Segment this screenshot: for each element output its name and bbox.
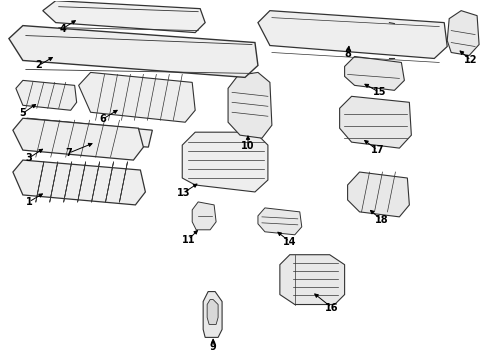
Polygon shape	[182, 132, 267, 192]
Polygon shape	[23, 118, 152, 147]
Polygon shape	[447, 11, 478, 55]
Polygon shape	[192, 202, 216, 230]
Text: 2: 2	[35, 60, 42, 71]
Text: 15: 15	[372, 87, 386, 97]
Text: 10: 10	[241, 141, 254, 151]
Text: 1: 1	[25, 197, 32, 207]
Polygon shape	[258, 11, 447, 58]
Text: 6: 6	[99, 114, 106, 124]
Text: 3: 3	[25, 153, 32, 163]
Text: 18: 18	[374, 215, 387, 225]
Polygon shape	[207, 300, 218, 324]
Polygon shape	[9, 26, 258, 77]
Text: 13: 13	[176, 188, 190, 198]
Polygon shape	[16, 80, 77, 110]
Polygon shape	[13, 160, 145, 205]
Text: 12: 12	[464, 55, 477, 66]
Text: 8: 8	[344, 49, 350, 59]
Polygon shape	[13, 118, 143, 160]
Polygon shape	[258, 208, 301, 235]
Text: 5: 5	[20, 108, 26, 118]
Polygon shape	[203, 292, 222, 337]
Polygon shape	[79, 72, 195, 122]
Polygon shape	[227, 72, 271, 138]
Polygon shape	[42, 1, 205, 32]
Text: 14: 14	[283, 237, 296, 247]
Polygon shape	[339, 96, 410, 148]
Text: 7: 7	[65, 148, 72, 158]
Text: 9: 9	[209, 342, 216, 352]
Text: 16: 16	[324, 302, 338, 312]
Polygon shape	[344, 57, 404, 90]
Text: 17: 17	[370, 145, 384, 155]
Polygon shape	[347, 172, 408, 217]
Text: 11: 11	[181, 235, 195, 245]
Text: 4: 4	[59, 24, 66, 33]
Polygon shape	[279, 255, 344, 305]
